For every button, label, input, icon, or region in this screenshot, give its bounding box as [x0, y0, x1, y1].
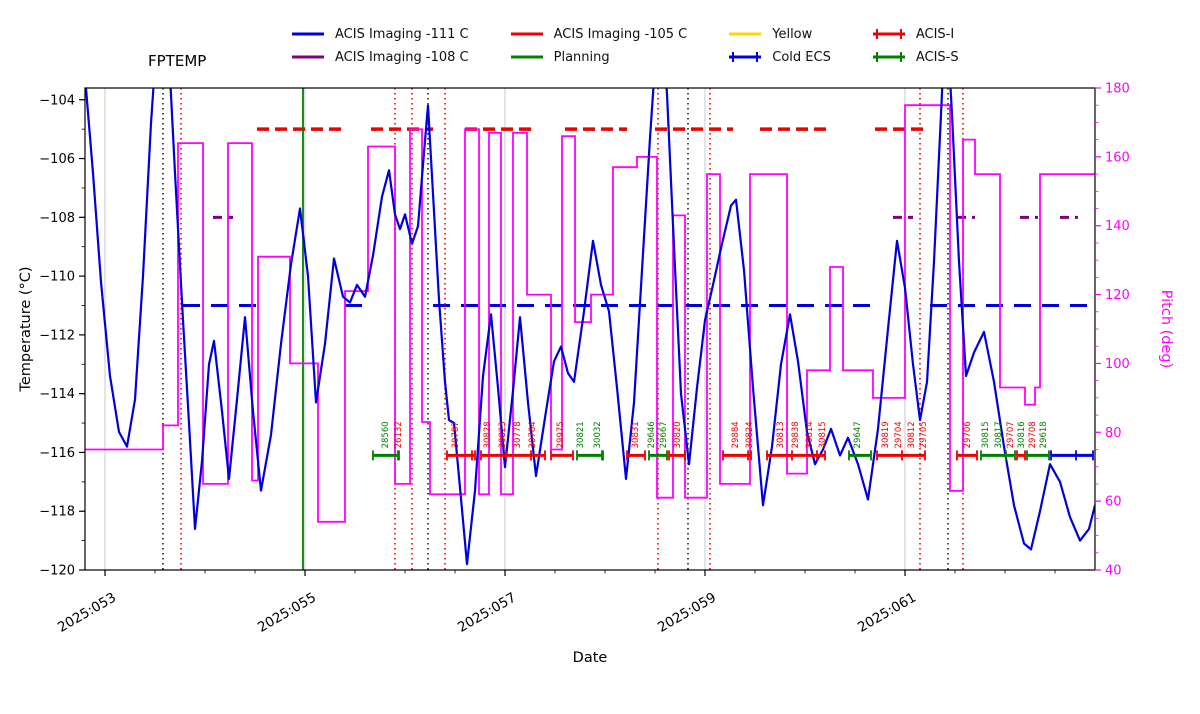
obsid-label: 30819 — [881, 421, 891, 448]
temperature-curve — [85, 88, 1095, 566]
legend-item: ACIS-S — [871, 49, 959, 65]
y-left-tick-label: −104 — [39, 93, 75, 108]
obsid-label: 30820 — [673, 421, 683, 448]
pitch-curve — [85, 104, 1095, 523]
obsid-label: 29975 — [556, 421, 566, 448]
obsid-label: 30787 — [451, 421, 461, 448]
legend-column-2: Yellow Cold ECS — [727, 26, 831, 65]
y-left-tick-label: −108 — [39, 211, 75, 226]
legend-column-3: ACIS-I ACIS-S — [871, 26, 959, 65]
legend-label: ACIS-S — [915, 49, 959, 65]
plot-title: FPTEMP — [148, 52, 207, 70]
legend-column-0: ACIS Imaging -111 C ACIS Imaging -108 C — [290, 26, 469, 65]
y-right-tick-label: 120 — [1105, 288, 1130, 303]
legend-label: Planning — [553, 49, 610, 65]
y-right-axis-label: Pitch (deg) — [1158, 290, 1174, 369]
y-right-tick-label: 180 — [1105, 82, 1130, 97]
legend-swatch-icon — [729, 52, 762, 62]
y-right-tick-label: 40 — [1105, 564, 1122, 579]
x-axis-label: Date — [573, 650, 608, 666]
y-right-tick-label: 140 — [1105, 219, 1130, 234]
limit-lines — [183, 127, 1095, 307]
obsid-label: 29647 — [853, 421, 863, 448]
legend-label: ACIS Imaging -108 C — [335, 49, 469, 65]
obsid-label: 30824 — [745, 421, 755, 448]
obsid-label: 30812 — [907, 421, 917, 448]
legend-label: ACIS Imaging -105 C — [553, 26, 688, 42]
legend: ACIS Imaging -111 C ACIS Imaging -108 C AC… — [290, 26, 959, 65]
obsid-label: 29646 — [647, 421, 657, 448]
y-left-tick-label: −116 — [39, 446, 75, 461]
obsid-label: 29706 — [963, 421, 973, 448]
obsid-label: 26132 — [394, 421, 404, 448]
legend-swatch-icon — [872, 29, 905, 39]
legend-item: ACIS Imaging -108 C — [290, 49, 469, 65]
obsid-label: 30814 — [805, 421, 815, 448]
y-left-tick-label: −112 — [39, 328, 75, 343]
y-left-tick-label: −106 — [39, 152, 75, 167]
obsid-label: 30784 — [528, 421, 538, 448]
y-left-tick-label: −114 — [39, 387, 75, 402]
y-right-tick-label: 80 — [1105, 426, 1122, 441]
plot-frame — [84, 87, 1096, 571]
obsid-label: 30816 — [1017, 421, 1027, 448]
y-left-tick-label: −110 — [39, 270, 75, 285]
y-left-axis-label: Temperature (°C) — [18, 266, 34, 392]
obsid-label: 30831 — [631, 421, 641, 448]
obsid-label: 30823 — [498, 421, 508, 448]
legend-swatch-icon — [292, 32, 324, 36]
obsid-labels: 28560 26132 30787 30828 30823 30778 30784 29975… — [381, 421, 1049, 448]
legend-label: ACIS Imaging -111 C — [335, 26, 469, 42]
x-tick-label: 2025:053 — [55, 590, 119, 636]
obsid-label: 30821 — [576, 421, 586, 448]
legend-item: ACIS Imaging -111 C — [290, 26, 469, 42]
obsid-label: 30828 — [483, 421, 493, 448]
y-left-tick-label: −120 — [39, 564, 75, 579]
legend-item: Yellow — [727, 26, 831, 42]
legend-label: Yellow — [772, 26, 813, 42]
x-tick-label: 2025:055 — [255, 590, 319, 636]
x-tick-label: 2025:061 — [855, 590, 919, 636]
legend-item: ACIS Imaging -105 C — [509, 26, 688, 42]
legend-label: ACIS-I — [915, 26, 955, 42]
y-right-tick-label: 60 — [1105, 495, 1122, 510]
obsid-label: 28560 — [381, 421, 391, 448]
x-tick-label: 2025:059 — [655, 590, 719, 636]
legend-item: Cold ECS — [727, 49, 831, 65]
obsid-label: 30778 — [513, 421, 523, 448]
legend-label: Cold ECS — [772, 49, 831, 65]
x-tick-label: 2025:057 — [455, 590, 519, 636]
obsid-label: 29884 — [731, 421, 741, 448]
obsid-label: 29838 — [791, 421, 801, 448]
legend-swatch-icon — [872, 52, 905, 62]
obsid-label: 30815 — [981, 421, 991, 448]
obsid-label: 29704 — [894, 421, 904, 448]
legend-item: Planning — [509, 49, 688, 65]
obsid-label: 30817 — [994, 421, 1004, 448]
obsid-label: 29618 — [1039, 421, 1049, 448]
legend-swatch-icon — [510, 55, 543, 59]
obsid-label: 30813 — [776, 421, 786, 448]
instrument-segments — [372, 450, 1094, 461]
obsid-label: 30032 — [593, 421, 603, 448]
obsid-label: 30815 — [818, 421, 828, 448]
legend-swatch-icon — [729, 32, 762, 36]
legend-item: ACIS-I — [871, 26, 959, 42]
y-right-tick-label: 160 — [1105, 150, 1130, 165]
legend-swatch-icon — [510, 32, 543, 36]
obsid-label: 29707 — [1006, 421, 1016, 448]
gridlines — [104, 88, 906, 570]
obsid-label: 29705 — [919, 421, 929, 448]
obsid-label: 29708 — [1028, 421, 1038, 448]
obsid-label: 29667 — [659, 421, 669, 448]
legend-column-1: ACIS Imaging -105 C Planning — [509, 26, 688, 65]
legend-swatch-icon — [292, 55, 324, 59]
y-left-tick-label: −118 — [39, 505, 75, 520]
y-right-tick-label: 100 — [1105, 357, 1130, 372]
